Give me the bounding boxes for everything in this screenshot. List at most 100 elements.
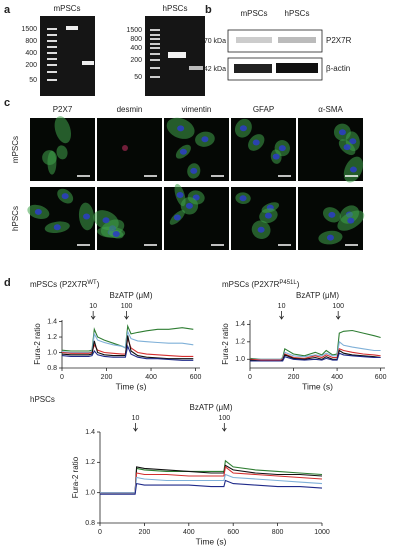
band bbox=[278, 37, 316, 43]
annotation-label: 100 bbox=[332, 303, 344, 310]
cell bbox=[122, 145, 128, 151]
trace bbox=[100, 479, 323, 495]
y-tick-label: 1.4 bbox=[47, 318, 57, 325]
x-tick-label: 600 bbox=[190, 374, 202, 381]
chart-title: mPSCs (P2X7RP451L) bbox=[222, 280, 300, 290]
size-label: 70 kDa bbox=[204, 38, 226, 45]
annotation-label: 10 bbox=[132, 415, 140, 422]
x-tick-label: 400 bbox=[331, 374, 343, 381]
x-tick-label: 600 bbox=[227, 529, 239, 536]
band bbox=[276, 63, 318, 73]
band bbox=[189, 66, 203, 70]
y-tick-label: 1.2 bbox=[235, 339, 245, 346]
column-label: GFAP bbox=[253, 105, 274, 114]
nucleus bbox=[102, 217, 110, 224]
nucleus bbox=[112, 231, 120, 238]
axis bbox=[61, 320, 200, 369]
title-superscript: WT bbox=[87, 280, 97, 286]
gel-title: mPSCs bbox=[53, 4, 80, 13]
chart-title: hPSCs bbox=[30, 395, 55, 404]
size-label: 42 kDa bbox=[204, 66, 226, 73]
x-tick-label: 1000 bbox=[314, 529, 330, 536]
y-axis-label: Fura-2 ratio bbox=[71, 456, 80, 498]
column-label: P2X7 bbox=[53, 105, 73, 114]
trace bbox=[250, 352, 381, 362]
y-tick-label: 1.0 bbox=[85, 490, 95, 497]
annotation-label: 10 bbox=[278, 303, 286, 310]
arrow-head bbox=[335, 315, 341, 320]
y-tick-label: 1.2 bbox=[47, 334, 57, 341]
x-tick-label: 0 bbox=[248, 374, 252, 381]
trace bbox=[250, 340, 381, 360]
marker-label: 50 bbox=[29, 77, 37, 84]
column-label: mPSCs bbox=[240, 9, 267, 18]
title-text: ) bbox=[297, 280, 300, 289]
nucleus bbox=[278, 145, 286, 152]
nucleus bbox=[326, 234, 334, 241]
nucleus bbox=[343, 144, 351, 151]
marker-label: 800 bbox=[25, 38, 37, 45]
nucleus bbox=[328, 211, 336, 218]
nucleus bbox=[61, 193, 69, 200]
annotation-label: 100 bbox=[218, 415, 230, 422]
y-tick-label: 1.0 bbox=[47, 349, 57, 356]
nucleus bbox=[53, 224, 61, 231]
ladder bbox=[47, 28, 57, 81]
band bbox=[236, 37, 272, 43]
nucleus bbox=[239, 195, 247, 202]
trace bbox=[100, 464, 323, 494]
panel-label: a bbox=[4, 4, 11, 16]
x-tick-label: 600 bbox=[375, 374, 387, 381]
nucleus bbox=[264, 212, 272, 219]
nucleus bbox=[272, 153, 280, 160]
y-axis-label: Fura-2 ratio bbox=[221, 323, 230, 365]
panel-label: b bbox=[205, 4, 212, 16]
protein-label: P2X7R bbox=[326, 36, 352, 45]
column-label: α-SMA bbox=[318, 105, 343, 114]
band bbox=[66, 26, 78, 30]
trace bbox=[61, 344, 194, 361]
y-tick-label: 0.8 bbox=[47, 365, 57, 372]
nucleus bbox=[185, 202, 193, 209]
x-tick-label: 0 bbox=[60, 374, 64, 381]
trace bbox=[249, 348, 381, 361]
nucleus bbox=[190, 167, 198, 174]
marker-label: 400 bbox=[130, 45, 142, 52]
column-label: desmin bbox=[117, 105, 143, 114]
x-tick-label: 400 bbox=[183, 529, 195, 536]
micrograph bbox=[97, 118, 162, 181]
y-tick-label: 1.0 bbox=[235, 356, 245, 363]
row-label: mPSCs bbox=[11, 136, 20, 163]
cell bbox=[54, 116, 72, 144]
nucleus bbox=[177, 125, 185, 132]
nucleus bbox=[173, 214, 181, 221]
nucleus bbox=[257, 226, 265, 233]
marker-label: 1500 bbox=[126, 27, 142, 34]
trace bbox=[61, 335, 194, 360]
protein-label: β-actin bbox=[326, 64, 350, 73]
band bbox=[82, 61, 94, 65]
arrow-head bbox=[133, 427, 138, 432]
title-text: ) bbox=[97, 280, 100, 289]
marker-label: 800 bbox=[130, 36, 142, 43]
y-axis-label: Fura-2 ratio bbox=[33, 323, 42, 365]
cell bbox=[56, 145, 68, 160]
marker-label: 50 bbox=[134, 74, 142, 81]
marker-label: 1500 bbox=[21, 26, 37, 33]
panel-label: c bbox=[4, 97, 10, 109]
x-tick-label: 200 bbox=[139, 529, 151, 536]
x-axis-label: Time (s) bbox=[302, 381, 333, 391]
axis bbox=[99, 432, 322, 524]
x-tick-label: 200 bbox=[101, 374, 113, 381]
title-superscript: P451L bbox=[279, 280, 297, 286]
nucleus bbox=[349, 166, 357, 173]
arrow-head bbox=[90, 315, 96, 320]
nucleus bbox=[252, 139, 260, 146]
nucleus bbox=[201, 136, 209, 143]
x-tick-label: 800 bbox=[272, 529, 284, 536]
trace bbox=[100, 473, 323, 494]
gel-title: hPSCs bbox=[163, 4, 188, 13]
arrow-head bbox=[124, 315, 129, 320]
band bbox=[168, 52, 186, 58]
